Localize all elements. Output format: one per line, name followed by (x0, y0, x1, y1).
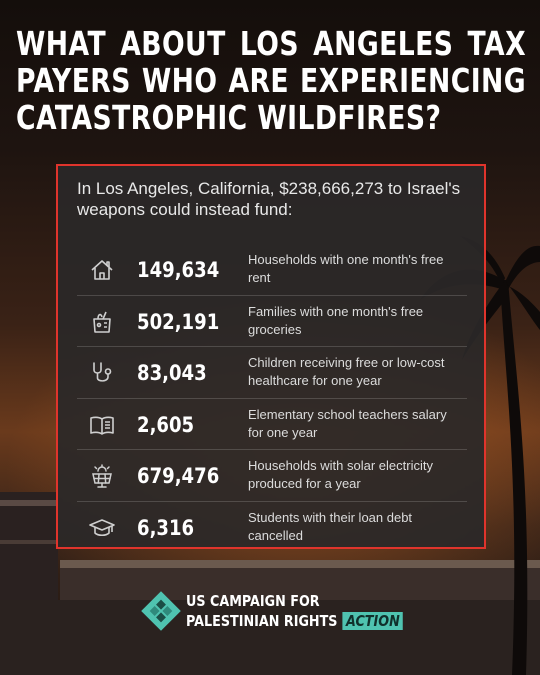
uscpr-action-logo: US CAMPAIGN FOR PALESTINIAN RIGHTS ACTION (140, 590, 410, 636)
row-number: 149,634 (137, 258, 220, 282)
solar-panel-icon (89, 463, 115, 489)
book-icon (89, 412, 115, 438)
row-number: 502,191 (137, 309, 220, 334)
house-icon (89, 257, 115, 283)
row-description: Households with one month's free rent (248, 252, 444, 285)
row-description: Children receiving free or low-cost heal… (248, 355, 445, 388)
list-item: 679,476 Households with solar electricit… (77, 450, 467, 502)
row-number: 6,316 (137, 515, 195, 540)
logo-action-badge: ACTION (342, 612, 404, 630)
logo-line-2: PALESTINIAN RIGHTS ACTION (186, 612, 404, 630)
diamond-logo-icon (141, 591, 181, 631)
row-description: Elementary school teachers salary for on… (248, 406, 447, 440)
grocery-bag-icon (89, 309, 115, 335)
logo-line-2-text: PALESTINIAN RIGHTS (186, 612, 338, 630)
list-item: 2,605 Elementary school teachers salary … (77, 399, 467, 450)
row-number: 2,605 (137, 412, 195, 437)
funding-list: 149,634 Households with one month's free… (77, 244, 467, 553)
list-item: 6,316 Students with their loan debt canc… (77, 502, 467, 554)
funding-card: In Los Angeles, California, $238,666,273… (56, 164, 486, 549)
row-description: Families with one month's free groceries (248, 303, 424, 337)
list-item: 502,191 Families with one month's free g… (77, 296, 467, 347)
row-number: 679,476 (137, 464, 220, 488)
row-description: Students with their loan debt cancelled (248, 509, 413, 543)
headline: WHAT ABOUT LOS ANGELES TAX PAYERS WHO AR… (16, 25, 527, 137)
list-item: 149,634 Households with one month's free… (77, 244, 467, 296)
logo-line-1: US CAMPAIGN FOR (186, 592, 320, 610)
list-item: 83,043 Children receiving free or low-co… (77, 347, 467, 399)
row-number: 83,043 (137, 361, 207, 385)
stethoscope-icon (89, 360, 115, 386)
graduation-cap-icon (89, 515, 115, 541)
row-description: Households with solar electricity produc… (248, 458, 433, 491)
card-intro: In Los Angeles, California, $238,666,273… (77, 179, 461, 219)
